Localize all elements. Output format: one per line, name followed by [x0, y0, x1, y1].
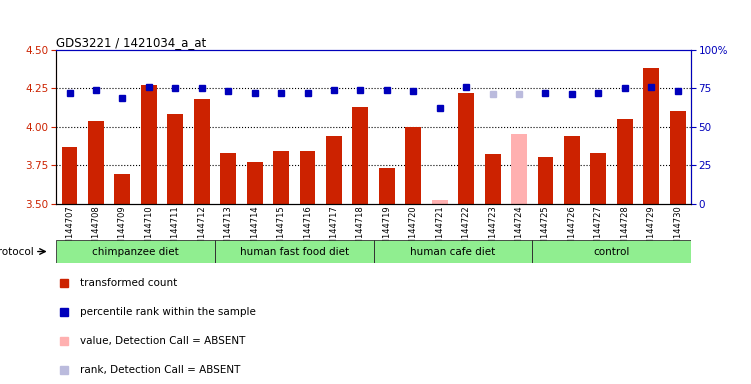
- Text: human cafe diet: human cafe diet: [410, 247, 496, 257]
- Bar: [374, 240, 532, 263]
- Bar: [538, 157, 553, 204]
- Bar: [511, 134, 527, 204]
- Bar: [484, 154, 501, 204]
- Bar: [273, 151, 289, 204]
- Text: rank, Detection Call = ABSENT: rank, Detection Call = ABSENT: [80, 364, 241, 375]
- Bar: [194, 99, 210, 204]
- Bar: [458, 93, 474, 204]
- Bar: [300, 151, 315, 204]
- Text: protocol: protocol: [0, 247, 34, 257]
- Text: transformed count: transformed count: [80, 278, 178, 288]
- Text: GDS3221 / 1421034_a_at: GDS3221 / 1421034_a_at: [56, 36, 207, 49]
- Text: control: control: [593, 247, 630, 257]
- Bar: [114, 174, 131, 204]
- Bar: [352, 107, 368, 204]
- Text: chimpanzee diet: chimpanzee diet: [92, 247, 179, 257]
- Bar: [326, 136, 342, 204]
- Bar: [406, 127, 421, 204]
- Bar: [215, 240, 374, 263]
- Bar: [62, 147, 77, 204]
- Bar: [379, 168, 395, 204]
- Bar: [246, 162, 263, 204]
- Bar: [644, 68, 659, 204]
- Text: value, Detection Call = ABSENT: value, Detection Call = ABSENT: [80, 336, 246, 346]
- Bar: [56, 240, 215, 263]
- Bar: [617, 119, 633, 204]
- Bar: [88, 121, 104, 204]
- Bar: [220, 153, 236, 204]
- Bar: [167, 114, 183, 204]
- Bar: [532, 240, 691, 263]
- Text: percentile rank within the sample: percentile rank within the sample: [80, 307, 256, 317]
- Bar: [564, 136, 580, 204]
- Text: human fast food diet: human fast food diet: [240, 247, 349, 257]
- Bar: [670, 111, 686, 204]
- Bar: [432, 200, 448, 204]
- Bar: [141, 85, 157, 204]
- Bar: [590, 153, 606, 204]
